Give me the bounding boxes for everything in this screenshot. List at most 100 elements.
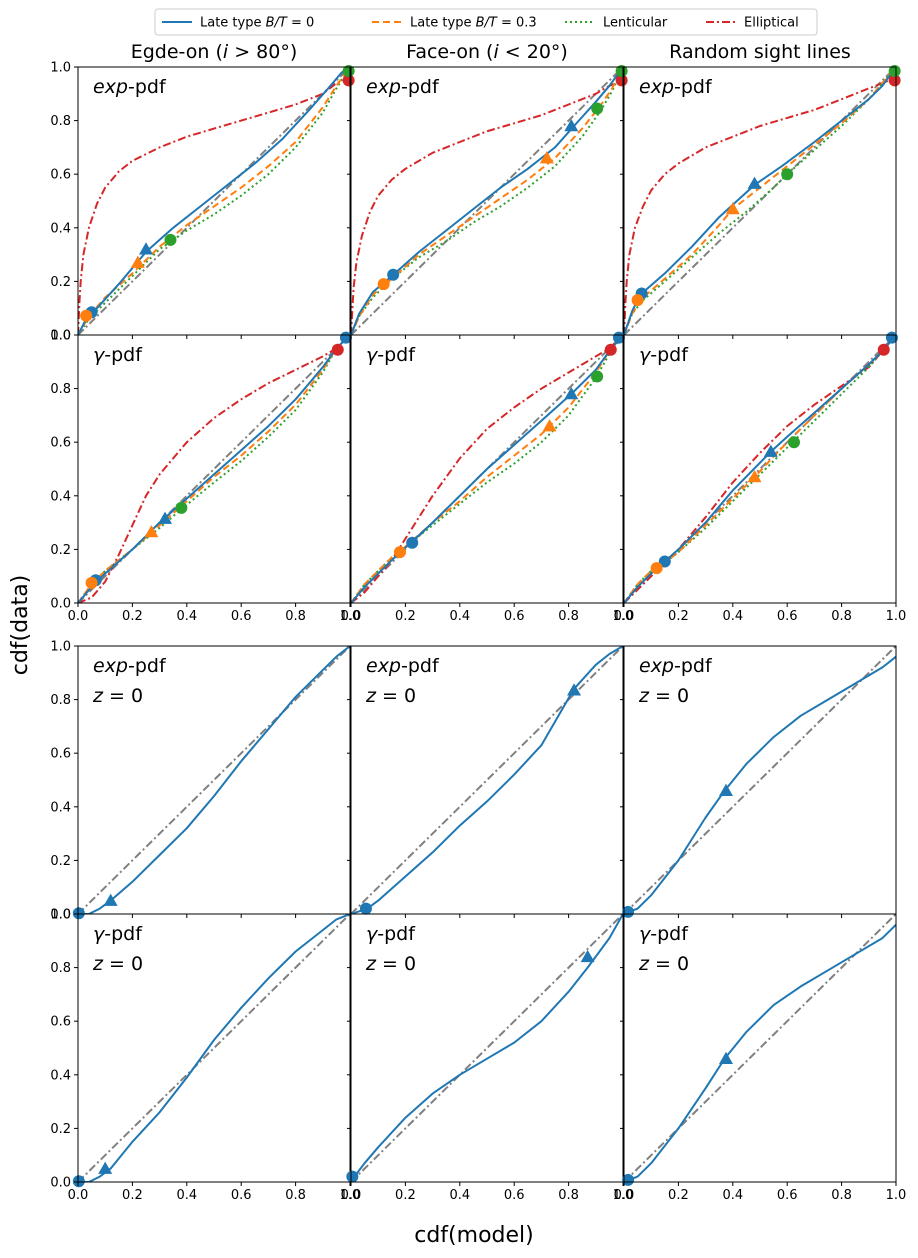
panel-label-math: z: [638, 685, 650, 707]
panel-label-math: γ: [93, 344, 106, 366]
x-tick-label: 1.0: [886, 609, 907, 624]
y-tick-label: 1.0: [50, 908, 71, 923]
x-axis-label: cdf(model): [414, 1223, 533, 1248]
x-tick-label: 0.2: [122, 1188, 143, 1203]
legend-text-post: = 0: [287, 16, 314, 31]
panel-label: γ-pdf: [366, 923, 416, 945]
x-tick-label: 0.6: [504, 1188, 525, 1203]
legend-entry-label: Late type B/T = 0: [200, 16, 314, 31]
marker-circle-late0: [622, 1173, 635, 1186]
markers: [85, 331, 352, 589]
plot-area: [351, 335, 623, 603]
plot-area: [78, 335, 350, 603]
y-tick-label: 1.0: [50, 329, 71, 344]
x-tick-label: 0.8: [831, 1188, 852, 1203]
plot-area: [351, 914, 623, 1182]
series-line-late0: [78, 335, 350, 603]
legend-text-math: B/T: [476, 16, 498, 31]
panel-label-post: = 0: [649, 953, 689, 975]
series-line-late0: [351, 914, 623, 1182]
marker-circle-lent: [781, 168, 794, 181]
legend-frame: [154, 8, 818, 36]
x-tick-label: 0.2: [668, 609, 689, 624]
panel: 0.00.20.40.60.81.00.0 0.2 0.4 0.6 0.8 1.0: [50, 329, 360, 625]
series-line-late0: [78, 914, 350, 1182]
y-tick-label: 0.6: [50, 747, 71, 762]
x-tick-label: 0.4: [449, 1188, 470, 1203]
x-tick-label: 0.2: [395, 609, 416, 624]
x-tick-label: 1.0: [340, 1188, 361, 1203]
x-tick-label: 0.2: [395, 1188, 416, 1203]
panel-frame: [350, 334, 624, 604]
plot-area: [624, 646, 896, 914]
plot-area: [78, 646, 350, 914]
series-line-ref: [624, 67, 896, 335]
x-tick-label: 0.6: [777, 1188, 798, 1203]
marker-circle-late0: [346, 1170, 359, 1183]
panel-label-math: exp: [93, 76, 128, 98]
y-tick-label: 0.4: [50, 1068, 71, 1083]
panel-label-math: z: [365, 685, 377, 707]
y-tick-label: 0.4: [50, 221, 71, 236]
x-tick-label: 0.0: [614, 1188, 635, 1203]
column-title-pre: Random sight lines: [669, 41, 851, 63]
panel: 0.0 0.2 0.4 0.6 0.8 1.0: [50, 640, 351, 923]
panel-label-post: = 0: [376, 953, 416, 975]
panel-label-post: -pdf: [128, 76, 167, 98]
x-tick-label: 0.0: [341, 1188, 362, 1203]
y-tick-label: 0.8: [50, 114, 71, 129]
panel-label-post: -pdf: [401, 655, 440, 677]
panel-label: exp-pdf: [366, 655, 440, 677]
series-line-ell: [351, 335, 623, 603]
panel-label: γ-pdf: [639, 344, 689, 366]
panel-label-post: -pdf: [674, 76, 713, 98]
marker-triangle-late0: [747, 176, 762, 189]
marker-circle-late03: [80, 309, 93, 322]
panel-label-post: = 0: [649, 685, 689, 707]
panel-label: γ-pdf: [93, 923, 143, 945]
series-line-late0: [351, 335, 623, 603]
markers: [80, 65, 355, 322]
plot-area: [78, 67, 350, 335]
panel-label-math: exp: [366, 76, 401, 98]
plot-area: [624, 914, 896, 1182]
markers: [346, 949, 595, 1183]
marker-circle-ell: [877, 343, 890, 356]
x-tick-label: 0.0: [614, 609, 635, 624]
marker-triangle-late0: [158, 511, 173, 524]
legend-text-pre: Lenticular: [603, 16, 668, 31]
marker-circle-late0: [406, 536, 419, 549]
panel-label: exp-pdf: [93, 76, 167, 98]
x-tick-label: 0.0: [68, 609, 89, 624]
legend-text-pre: Late type: [410, 16, 476, 31]
y-tick-label: 0.4: [50, 800, 71, 815]
series-line-late03: [78, 67, 350, 335]
x-tick-label: 1.0: [340, 609, 361, 624]
marker-triangle-late0: [98, 1161, 113, 1174]
column-title: Random sight lines: [669, 41, 851, 63]
markers: [72, 1161, 113, 1188]
panel-label-post: -pdf: [104, 344, 143, 366]
y-tick-label: 0.2: [50, 275, 71, 290]
x-tick-label: 0.8: [558, 1188, 579, 1203]
legend-text-post: = 0.3: [497, 16, 537, 31]
marker-triangle-late03: [542, 419, 557, 432]
marker-triangle-late0: [719, 783, 733, 796]
marker-circle-ell: [604, 343, 617, 356]
markers: [631, 65, 901, 307]
column-title-post: > 80°): [228, 41, 297, 63]
x-tick-label: 0.0: [341, 609, 362, 624]
marker-triangle-late03: [144, 524, 159, 538]
panel-label-post: = 0: [103, 953, 143, 975]
series-line-ell: [624, 76, 896, 335]
y-tick-label: 0.0: [50, 597, 71, 612]
legend-text-math: B/T: [266, 16, 288, 31]
panel-label-math: γ: [639, 344, 652, 366]
panel: 0.0 0.2 0.4 0.6 0.8 1.0: [614, 913, 906, 1203]
series-line-ell: [78, 76, 350, 335]
marker-circle-late03: [377, 278, 390, 291]
panel-label-math: γ: [93, 923, 106, 945]
marker-circle-ell: [342, 74, 355, 87]
marker-circle-late0: [658, 555, 671, 568]
series-line-late0: [78, 67, 350, 335]
